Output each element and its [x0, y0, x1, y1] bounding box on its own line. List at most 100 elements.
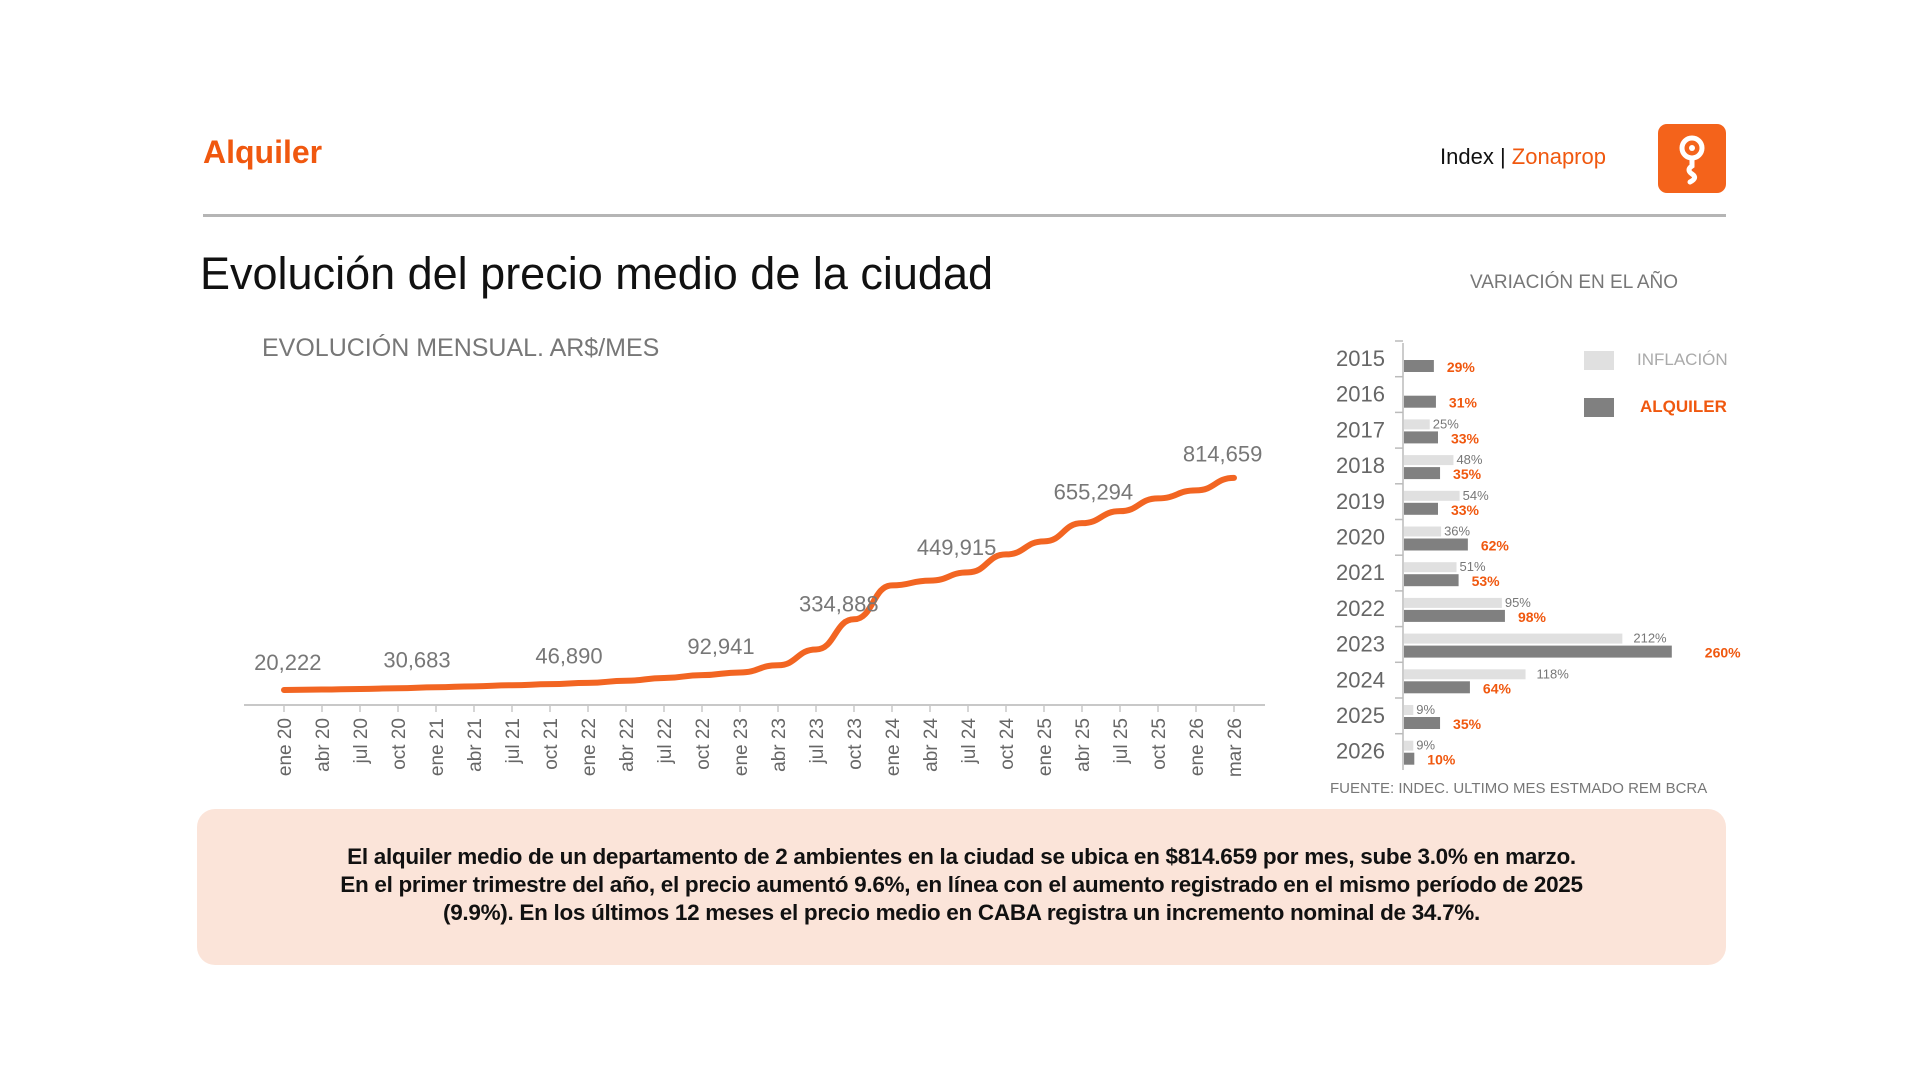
x-tick-label: oct 24 — [997, 718, 1018, 770]
x-tick-label: oct 20 — [389, 718, 410, 770]
rent-bar — [1404, 681, 1470, 694]
x-tick-label: oct 21 — [541, 718, 562, 770]
data-label: 449,915 — [917, 535, 997, 560]
rent-value-label: 33% — [1451, 502, 1480, 518]
rent-bar — [1404, 645, 1672, 658]
source-note: FUENTE: INDEC. ULTIMO MES ESTMADO REM BC… — [1330, 780, 1708, 797]
year-label: 2024 — [1336, 667, 1385, 692]
inflation-bar — [1404, 705, 1414, 715]
inflation-value-label: 54% — [1463, 488, 1489, 503]
rent-bar — [1404, 752, 1415, 765]
year-label: 2019 — [1336, 489, 1385, 514]
data-label: 30,683 — [383, 648, 450, 673]
inflation-bar — [1404, 490, 1460, 501]
legend-swatch-alquiler — [1584, 398, 1614, 417]
inflation-bar — [1404, 597, 1502, 608]
rent-bar — [1404, 717, 1441, 729]
rent-value-label: 31% — [1449, 395, 1478, 411]
x-tick-label: jul 20 — [351, 718, 372, 764]
page-title: Evolución del precio medio de la ciudad — [200, 248, 993, 299]
rent-value-label: 53% — [1472, 573, 1501, 589]
rent-value-label: 62% — [1481, 538, 1510, 554]
data-label: 92,941 — [687, 634, 754, 659]
section-title: Alquiler — [203, 134, 323, 170]
summary-box: El alquiler medio de un departamento de … — [197, 809, 1726, 965]
brand-separator: | — [1499, 144, 1506, 169]
summary-line-1: El alquiler medio de un departamento de … — [347, 844, 1576, 869]
data-label: 334,888 — [799, 591, 879, 616]
inflation-bar — [1404, 562, 1457, 573]
inflation-bar — [1404, 633, 1623, 644]
year-label: 2016 — [1336, 382, 1385, 407]
summary-line-2: En el primer trimestre del año, el preci… — [340, 872, 1583, 897]
inflation-bar — [1404, 740, 1414, 751]
rent-value-label: 33% — [1451, 430, 1480, 446]
rent-bar — [1404, 467, 1441, 480]
year-label: 2022 — [1336, 596, 1385, 621]
year-label: 2015 — [1336, 346, 1385, 371]
rent-value-label: 35% — [1453, 466, 1482, 482]
summary-line-3: (9.9%). En los últimos 12 meses el preci… — [443, 900, 1480, 925]
brand-wordmark: Index | Zonaprop — [1440, 144, 1637, 170]
brand-index: Index — [1440, 144, 1494, 169]
inflation-value-label: 51% — [1460, 559, 1486, 574]
x-tick-label: ene 23 — [731, 718, 752, 776]
x-tick-label: ene 20 — [275, 718, 296, 776]
legend-label-alquiler: ALQUILER — [1640, 397, 1727, 416]
rent-value-label: 64% — [1483, 680, 1512, 696]
x-tick-label: abr 22 — [617, 718, 638, 772]
year-label: 2020 — [1336, 525, 1385, 550]
x-tick-label: ene 26 — [1187, 718, 1208, 776]
inflation-value-label: 118% — [1537, 666, 1570, 681]
inflation-bar — [1404, 455, 1454, 466]
line-chart-title: EVOLUCIÓN MENSUAL. AR$/MES — [262, 334, 660, 362]
x-tick-label: oct 23 — [845, 718, 866, 770]
rent-value-label: 260% — [1705, 645, 1741, 661]
year-label: 2025 — [1336, 703, 1385, 728]
x-tick-label: abr 21 — [465, 718, 486, 772]
year-label: 2018 — [1336, 453, 1385, 478]
header-divider — [203, 214, 1726, 217]
data-label: 20,222 — [254, 650, 321, 675]
x-tick-label: abr 23 — [769, 718, 790, 772]
inflation-bar — [1404, 526, 1442, 537]
zonaprop-logo-icon — [1658, 124, 1726, 193]
legend-label-inflacion: INFLACIÓN — [1637, 350, 1728, 369]
x-tick-label: abr 25 — [1073, 718, 1094, 772]
x-tick-label: oct 22 — [693, 718, 714, 770]
x-tick-label: oct 25 — [1149, 718, 1170, 770]
x-tick-label: ene 24 — [883, 718, 904, 777]
bar-chart-title: VARIACIÓN EN EL AÑO — [1470, 272, 1678, 293]
rent-bar — [1404, 574, 1459, 587]
rent-value-label: 98% — [1518, 609, 1547, 625]
rent-bar — [1404, 538, 1468, 551]
inflation-value-label: 36% — [1444, 524, 1470, 539]
x-tick-label: abr 24 — [921, 718, 942, 772]
data-label: 814,659 — [1183, 442, 1263, 467]
x-tick-label: jul 21 — [503, 718, 524, 764]
data-label: 46,890 — [535, 644, 602, 669]
year-label: 2017 — [1336, 417, 1385, 442]
brand-name: Zonaprop — [1511, 144, 1606, 169]
year-label: 2021 — [1336, 560, 1385, 585]
rent-bar — [1404, 609, 1505, 622]
data-label: 655,294 — [1054, 480, 1134, 505]
rent-bar — [1404, 395, 1436, 408]
inflation-value-label: 95% — [1505, 595, 1531, 610]
legend-swatch-inflacion — [1584, 351, 1614, 370]
inflation-value-label: 48% — [1456, 452, 1482, 467]
x-tick-label: ene 21 — [427, 718, 448, 776]
x-tick-label: jul 25 — [1111, 718, 1132, 764]
year-label: 2026 — [1336, 739, 1385, 764]
price-line — [281, 474, 1237, 694]
rent-value-label: 35% — [1453, 716, 1482, 732]
inflation-value-label: 25% — [1433, 416, 1459, 431]
inflation-value-label: 212% — [1633, 631, 1667, 646]
x-tick-label: ene 22 — [579, 718, 600, 776]
rent-bar — [1404, 360, 1434, 372]
x-tick-label: abr 20 — [313, 718, 334, 772]
x-tick-label: ene 25 — [1035, 718, 1056, 776]
x-tick-label: jul 22 — [655, 718, 676, 764]
rent-bar — [1404, 502, 1438, 515]
